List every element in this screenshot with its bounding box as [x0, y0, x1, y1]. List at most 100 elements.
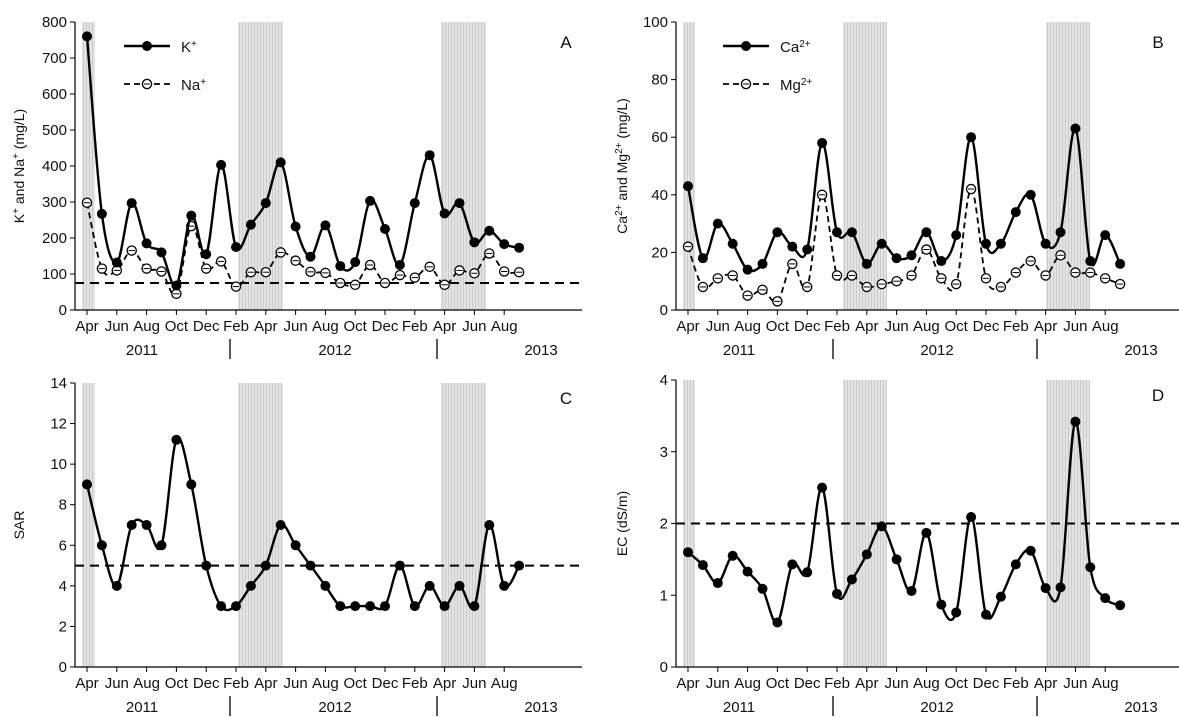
x-tick-label: Jun	[462, 318, 486, 335]
x-tick-label: Apr	[433, 675, 456, 692]
x-tick-label: Jun	[105, 318, 129, 335]
data-point	[96, 208, 107, 219]
data-point	[1010, 559, 1021, 570]
data-point	[394, 260, 405, 270]
data-point	[787, 241, 798, 252]
data-point	[275, 157, 286, 168]
y-tick-label: 20	[651, 244, 668, 261]
data-point	[951, 607, 962, 618]
data-point	[245, 580, 256, 591]
x-tick-label: Jun	[706, 675, 730, 692]
year-label: 2011	[723, 699, 755, 716]
year-label: 2011	[723, 342, 755, 359]
x-tick-label: Oct	[344, 675, 368, 692]
legend-label: Na+	[181, 77, 206, 95]
data-point	[772, 227, 783, 238]
y-tick-label: 500	[42, 122, 67, 139]
data-point	[245, 219, 256, 230]
data-point	[201, 249, 212, 260]
y-tick-label: 100	[643, 14, 668, 31]
data-point	[320, 220, 331, 231]
x-tick-label: Dec	[372, 675, 399, 692]
data-point	[683, 181, 693, 192]
x-tick-label: Jun	[105, 675, 129, 692]
x-tick-label: Oct	[344, 318, 368, 335]
y-tick-label: 3	[660, 444, 668, 461]
data-point	[906, 250, 917, 261]
data-point	[1055, 582, 1066, 593]
data-point	[156, 247, 167, 258]
y-tick-label: 0	[59, 302, 67, 319]
data-point	[712, 578, 723, 589]
data-point	[186, 479, 197, 490]
x-tick-label: Dec	[372, 318, 399, 335]
x-tick-label: Oct	[165, 675, 189, 692]
x-tick-label: Jun	[284, 318, 308, 335]
data-point	[454, 580, 465, 591]
x-tick-label: Aug	[913, 318, 940, 335]
data-point	[936, 256, 947, 267]
x-tick-label: Oct	[165, 318, 189, 335]
data-point	[409, 601, 420, 612]
y-tick-label: 1	[660, 587, 668, 604]
year-label: 2012	[920, 699, 953, 716]
data-point	[995, 591, 1006, 602]
series-mg	[682, 183, 1126, 307]
data-point	[290, 540, 301, 551]
data-point	[951, 230, 962, 241]
y-tick-label: 40	[651, 187, 668, 204]
data-point	[1025, 545, 1036, 556]
data-point	[171, 280, 182, 291]
y-tick-label: 2	[59, 618, 67, 635]
x-tick-label: Aug	[133, 318, 160, 335]
data-point	[936, 599, 947, 610]
y-tick-label: 2	[660, 516, 668, 533]
data-point	[260, 198, 271, 209]
panel-letter: D	[1152, 386, 1164, 405]
data-point	[186, 210, 197, 221]
data-point	[832, 588, 842, 599]
legend-label: K+	[181, 39, 197, 57]
data-point	[817, 482, 828, 493]
x-tick-label: Apr	[1034, 318, 1057, 335]
y-tick-label: 800	[42, 14, 67, 31]
data-point	[335, 601, 346, 612]
data-point	[1100, 230, 1111, 241]
panel-letter: A	[560, 33, 572, 52]
x-tick-label: Aug	[133, 675, 160, 692]
data-point	[514, 242, 525, 253]
y-tick-label: 12	[50, 416, 67, 433]
series-line	[86, 202, 520, 297]
data-point	[995, 238, 1006, 249]
x-tick-label: Apr	[254, 318, 277, 335]
data-point	[499, 580, 510, 591]
data-point	[876, 521, 887, 532]
data-point	[365, 601, 376, 612]
y-tick-label: 0	[660, 659, 668, 676]
y-axis-title: K+ and Na+ (mg/L)	[11, 109, 28, 223]
data-point	[921, 527, 932, 538]
data-point	[861, 549, 872, 560]
data-point	[126, 520, 137, 530]
data-point	[454, 198, 465, 209]
x-tick-label: Jun	[462, 675, 486, 692]
data-point	[906, 585, 917, 596]
data-point	[111, 257, 122, 268]
y-tick-label: 400	[42, 158, 67, 175]
x-tick-label: Jun	[284, 675, 308, 692]
data-point	[966, 512, 977, 523]
x-tick-label: Jun	[885, 318, 909, 335]
data-point	[484, 225, 495, 236]
data-point	[1025, 189, 1036, 200]
shaded-band	[683, 380, 695, 667]
data-point	[141, 520, 152, 530]
data-point	[802, 567, 813, 578]
y-tick-label: 700	[42, 50, 67, 67]
x-tick-label: Aug	[1092, 318, 1119, 335]
y-tick-label: 80	[651, 72, 668, 89]
x-tick-label: Jun	[1063, 675, 1087, 692]
data-point	[697, 560, 708, 571]
series-main	[82, 434, 525, 612]
